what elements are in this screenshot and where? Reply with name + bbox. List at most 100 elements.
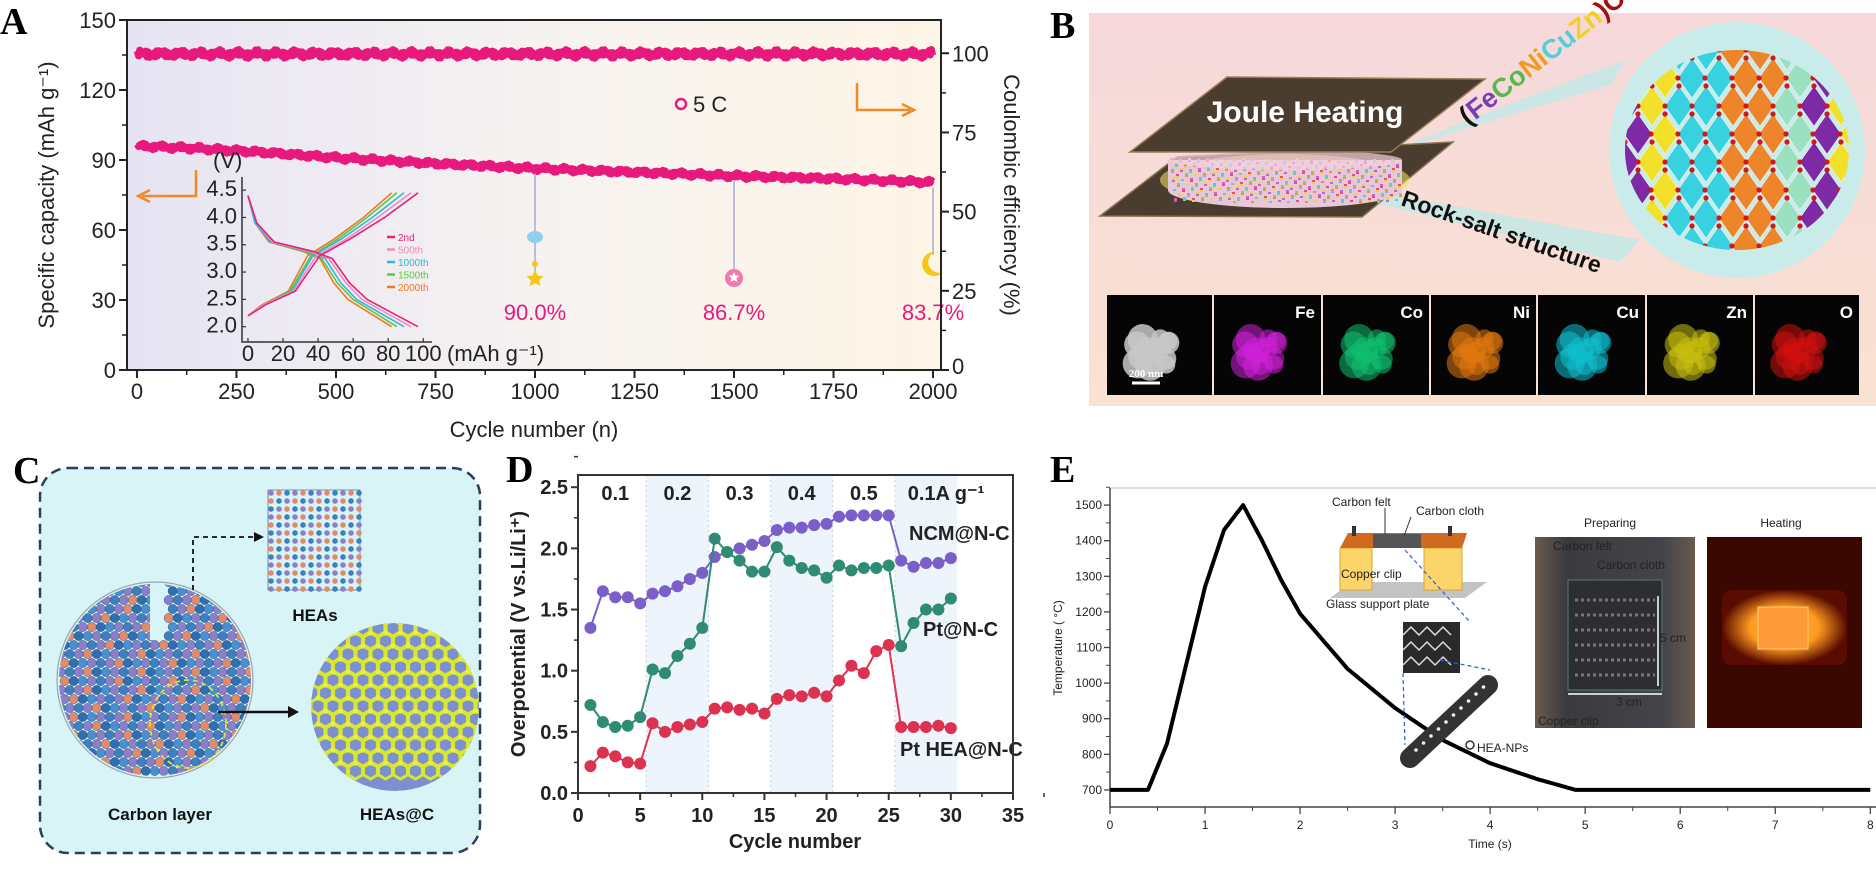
oxygen-atom	[1689, 103, 1695, 109]
powder-speck	[1183, 197, 1186, 199]
oxygen-atom	[1743, 111, 1749, 117]
powder-speck	[1394, 188, 1397, 190]
powder-speck	[1339, 181, 1342, 183]
atom	[172, 721, 183, 731]
powder-speck	[1182, 188, 1185, 190]
carbon-atom	[450, 721, 456, 727]
lattice-atom	[356, 490, 362, 496]
atom	[194, 748, 205, 758]
powder-speck	[1185, 175, 1188, 177]
carbon-fiber-tube	[1400, 675, 1498, 768]
atom	[86, 730, 97, 740]
powder-speck	[1272, 188, 1275, 190]
carbon-atom	[420, 721, 426, 727]
powder-speck	[1348, 182, 1351, 184]
atom	[118, 649, 129, 659]
atom	[127, 721, 138, 731]
oxygen-atom	[1743, 167, 1749, 173]
powder-speck	[1217, 177, 1220, 179]
carbon-atom	[337, 734, 344, 740]
heas-at-c-label: HEAs@C	[360, 805, 434, 824]
powder-speck	[1331, 189, 1334, 191]
powder-speck	[1272, 186, 1275, 188]
oxygen-atom	[1675, 187, 1681, 193]
oxygen-atom	[1729, 75, 1735, 81]
inset-y-tick-label: 4.5	[206, 176, 237, 201]
lattice-atom	[284, 538, 290, 544]
oxygen-atom	[1635, 167, 1641, 173]
left-arrowhead-icon	[135, 188, 151, 204]
atom	[181, 649, 192, 659]
octahedron	[1758, 113, 1788, 155]
powder-speck	[1397, 173, 1400, 175]
carbon-atom	[360, 643, 366, 649]
atom	[176, 694, 187, 704]
crescent-marker-icon	[922, 251, 944, 276]
y-tick-label: 1500	[1075, 498, 1102, 512]
data-point	[944, 592, 957, 605]
atom	[181, 757, 192, 767]
powder-speck	[1199, 179, 1202, 181]
lattice-atom	[308, 538, 314, 544]
data-point	[833, 674, 845, 687]
powder-speck	[1298, 178, 1301, 180]
powder-speck	[1336, 196, 1339, 198]
powder-speck	[1175, 163, 1178, 165]
powder-speck	[1308, 188, 1311, 190]
atom	[158, 694, 169, 704]
oxygen-atom	[1662, 159, 1668, 165]
y-tick-label: 1200	[1075, 605, 1102, 619]
oxygen-atom	[1703, 83, 1709, 89]
powder-speck	[1180, 170, 1183, 172]
powder-speck	[1216, 170, 1219, 172]
lattice-atom	[276, 570, 282, 576]
atom	[190, 649, 201, 659]
powder-speck	[1186, 184, 1189, 186]
data-point	[907, 720, 920, 733]
atom	[122, 658, 133, 668]
atom	[131, 748, 142, 758]
lattice-atom	[332, 562, 338, 568]
oxygen-atom	[1676, 139, 1682, 145]
atom	[140, 748, 151, 758]
hea-nps-label: HEA-NPs	[1477, 741, 1528, 755]
carbon-atom	[405, 695, 411, 701]
eds-element-label: O	[1840, 303, 1853, 322]
powder-speck	[1308, 186, 1311, 188]
carbon-atom	[427, 734, 434, 740]
oxygen-atom	[1662, 215, 1668, 221]
powder-speck	[1353, 187, 1356, 189]
inset-legend-label: 1000th	[398, 258, 429, 269]
atom	[91, 667, 102, 677]
atom	[127, 649, 138, 659]
glass-support-plate-label: Glass support plate	[1326, 597, 1430, 611]
left-axis-arrow-icon	[142, 170, 198, 198]
powder-speck	[1356, 172, 1359, 174]
atom	[82, 703, 93, 713]
powder-speck	[1212, 174, 1215, 176]
atom	[190, 739, 201, 749]
powder-speck	[1352, 176, 1355, 178]
powder-speck	[1311, 173, 1314, 175]
carbon-hexagon	[484, 737, 498, 753]
data-point	[795, 690, 808, 703]
powder-speck	[1363, 195, 1366, 197]
powder-speck	[1326, 186, 1329, 188]
oxygen-atom	[1838, 139, 1844, 145]
powder-speck	[1184, 166, 1187, 168]
carbon-atom	[435, 721, 441, 727]
retention-label: 90.0%	[504, 300, 566, 325]
lattice-atom	[324, 570, 330, 576]
carbon-atom	[375, 669, 381, 675]
oxygen-atom	[1797, 111, 1803, 117]
carbon-hexagon	[484, 763, 498, 779]
powder-speck	[1286, 190, 1289, 192]
atom	[95, 676, 106, 686]
carbon-atom	[457, 708, 464, 714]
octahedron	[1745, 85, 1775, 127]
carbon-atom	[472, 708, 479, 714]
oxygen-atom	[1784, 83, 1790, 89]
powder-speck	[1317, 185, 1320, 187]
powder-speck	[1257, 171, 1260, 173]
lattice-atom	[268, 498, 274, 504]
